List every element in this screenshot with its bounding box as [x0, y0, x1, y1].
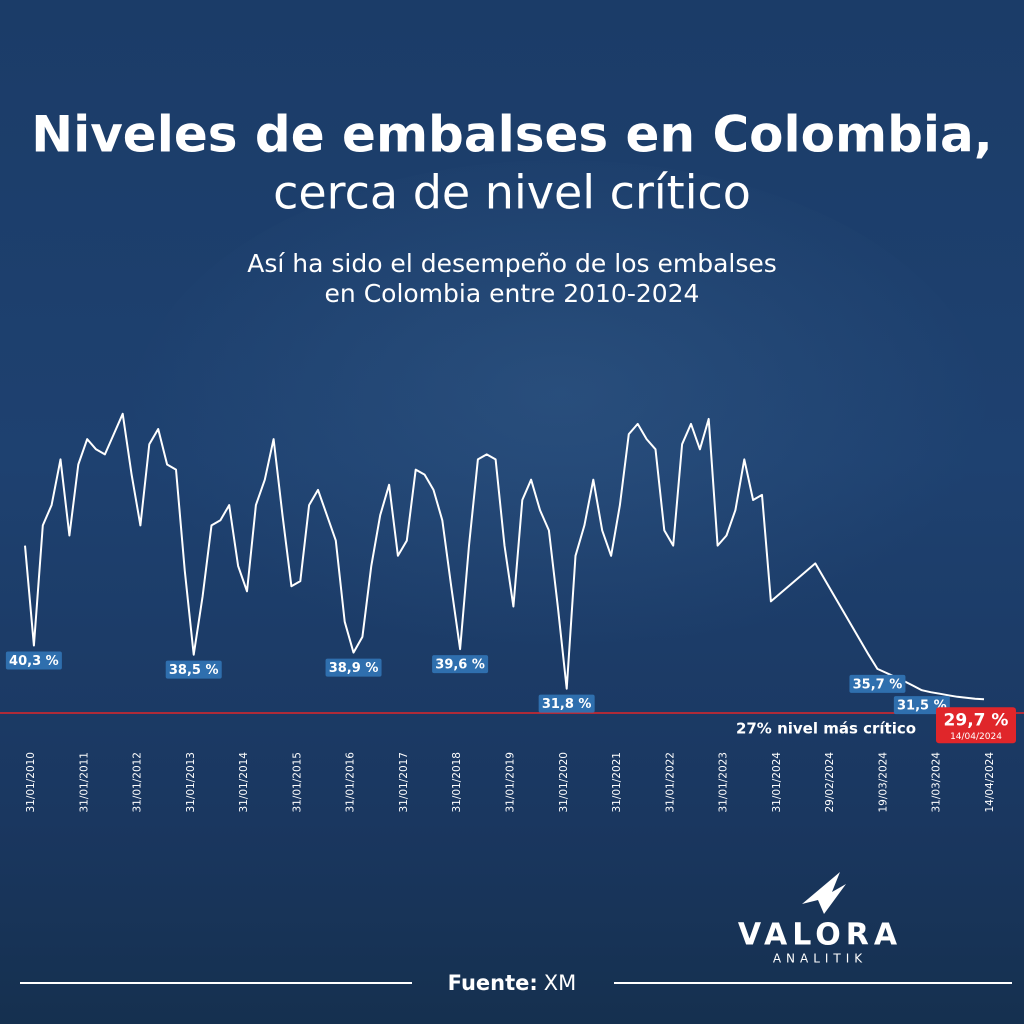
x-tick-label: 31/01/2011: [78, 752, 90, 813]
data-label: 31,5 %: [897, 699, 947, 714]
data-label: 35,7 %: [853, 677, 903, 692]
reference-label: 27% nivel más crítico: [736, 720, 916, 738]
badge-box: [165, 660, 222, 679]
badge-box: [5, 651, 62, 670]
chart-subtitle-line2: en Colombia entre 2010-2024: [325, 279, 700, 308]
data-label: 38,5 %: [169, 663, 219, 678]
x-tick-label: 31/01/2021: [611, 752, 623, 813]
plot-area: 27% nivel más crítico 31/01/2010 31/01/201…: [0, 412, 1024, 813]
background-mist: [130, 160, 990, 680]
badge-box: [849, 674, 906, 693]
value-badge: 35,7 %: [849, 674, 906, 693]
last-value-badge: 29,7 % 14/04/2024: [936, 707, 1016, 744]
logo-name: VALORA: [738, 918, 902, 953]
value-badge: 39,6 %: [432, 655, 489, 674]
badge-box: [538, 694, 595, 713]
chart-title-line2: cerca de nivel crítico: [273, 166, 751, 220]
chart-subtitle: Así ha sido el desempeño de los embalses: [247, 249, 777, 278]
x-tick-label: 31/01/2022: [664, 752, 676, 813]
x-tick-label: 31/01/2019: [505, 752, 517, 813]
value-badge: 31,5 %: [893, 696, 950, 715]
data-label: 39,6 %: [435, 658, 485, 673]
x-tick-label: 31/01/2014: [238, 752, 250, 813]
badge-box: [936, 707, 1016, 744]
logo: VALORA ANALITIK: [738, 872, 902, 966]
value-badge: 31,8 %: [538, 694, 595, 713]
data-label-date: 14/04/2024: [950, 732, 1002, 742]
x-tick-label: 31/01/2012: [132, 752, 144, 813]
value-badge: 38,9 %: [325, 658, 382, 677]
source: Fuente: XM: [448, 971, 577, 995]
data-line: [24, 412, 985, 701]
value-badge: 38,5 %: [165, 660, 222, 679]
x-tick-label: 14/04/2024: [984, 752, 996, 813]
x-tick-label: 31/01/2024: [771, 752, 783, 813]
x-tick-label: 31/01/2018: [451, 752, 463, 813]
logo-icon: [802, 872, 846, 914]
value-badge: 40,3 %: [5, 651, 62, 670]
logo-tagline: ANALITIK: [773, 952, 867, 966]
x-tick-label: 31/01/2010: [25, 752, 37, 813]
source-label: Fuente:: [448, 971, 538, 995]
badge-box: [325, 658, 382, 677]
data-label: 40,3 %: [9, 654, 59, 669]
x-tick-label: 31/01/2015: [291, 752, 303, 813]
x-tick-label: 31/01/2016: [345, 752, 357, 813]
data-label: 38,9 %: [329, 661, 379, 676]
badge-box: [432, 655, 489, 674]
chart-title: Niveles de embalses en Colombia,: [31, 106, 993, 164]
data-label: 29,7 %: [944, 710, 1009, 730]
x-tick-label: 19/03/2024: [877, 752, 889, 813]
source-text: XM: [544, 971, 577, 995]
x-tick-label: 31/01/2013: [185, 752, 197, 813]
x-tick-label: 31/01/2020: [558, 752, 570, 813]
data-label: 31,8 %: [542, 697, 592, 712]
x-tick-label: 31/01/2017: [398, 752, 410, 813]
badge-box: [893, 696, 950, 715]
x-tick-label: 31/03/2024: [931, 752, 943, 813]
x-tick-label: 29/02/2024: [824, 752, 836, 813]
x-tick-label: 31/01/2023: [718, 752, 730, 813]
